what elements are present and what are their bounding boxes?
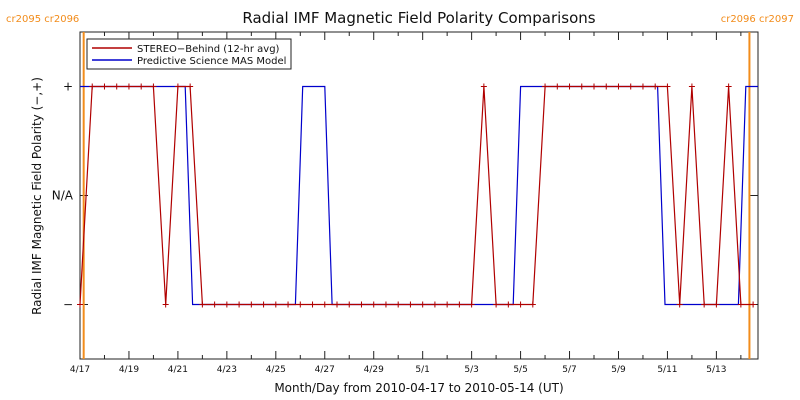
stereo-behind-point: [627, 83, 634, 90]
stereo-behind-point: [150, 83, 157, 90]
stereo-behind-point: [334, 301, 341, 308]
stereo-behind-point: [297, 301, 304, 308]
y-axis-ticks: + N/A −: [52, 80, 758, 312]
stereo-behind-point: [529, 301, 536, 308]
stereo-behind-point: [713, 301, 720, 308]
x-tick-label: 4/17: [70, 365, 90, 375]
plot-border: [79, 31, 759, 360]
stereo-behind-point: [395, 301, 402, 308]
x-tick-label: 4/29: [364, 365, 384, 375]
stereo-behind-point: [187, 83, 194, 90]
stereo-behind-point: [688, 83, 695, 90]
stereo-behind-point: [725, 83, 732, 90]
legend-label: Predictive Science MAS Model: [137, 56, 286, 67]
x-tick-label: 4/25: [266, 365, 286, 375]
stereo-behind-point: [542, 83, 549, 90]
stereo-behind-point: [309, 301, 316, 308]
stereo-behind-point: [652, 83, 659, 90]
stereo-behind-point: [382, 301, 389, 308]
stereo-behind-point: [199, 301, 206, 308]
stereo-behind-point: [248, 301, 255, 308]
x-tick-label: 4/19: [119, 365, 139, 375]
x-tick-label: 5/3: [464, 365, 478, 375]
stereo-behind-point: [272, 301, 279, 308]
stereo-behind-point: [358, 301, 365, 308]
carrington-label: cr2096 cr2097: [721, 14, 794, 25]
plot-frame: [79, 31, 759, 360]
stereo-behind-point: [591, 83, 598, 90]
stereo-behind-point: [603, 83, 610, 90]
stereo-behind-line: [79, 85, 754, 306]
stereo-behind-point: [456, 301, 463, 308]
y-tick-label: −: [63, 298, 73, 312]
legend-box: [86, 38, 292, 70]
stereo-behind-point: [701, 301, 708, 308]
stereo-behind-point: [162, 301, 169, 308]
stereo-behind-point: [444, 301, 451, 308]
stereo-behind-point: [211, 301, 218, 308]
stereo-behind-point: [578, 83, 585, 90]
x-tick-label: 4/27: [315, 365, 335, 375]
x-tick-label: 4/23: [217, 365, 237, 375]
x-tick-label: 4/21: [168, 365, 188, 375]
stereo-behind-point: [468, 301, 475, 308]
stereo-behind-point: [505, 301, 512, 308]
legend: STEREO−Behind (12-hr avg)Predictive Scie…: [86, 38, 292, 70]
x-tick-label: 5/1: [415, 365, 429, 375]
stereo-behind-point: [566, 83, 573, 90]
legend-label: STEREO−Behind (12-hr avg): [137, 44, 280, 55]
y-tick-label: +: [63, 80, 73, 94]
x-axis-label: Month/Day from 2010-04-17 to 2010-05-14 …: [274, 381, 563, 395]
stereo-behind-point: [236, 301, 243, 308]
stereo-behind-point: [676, 301, 683, 308]
chart-title: Radial IMF Magnetic Field Polarity Compa…: [242, 9, 595, 27]
series-layer: [77, 83, 758, 308]
x-axis-ticks: 4/17 4/19 4/21 4/23 4/25 4/27 4/29 5/1 5/3 5/5 5/7…: [70, 32, 742, 375]
stereo-behind-point: [554, 83, 561, 90]
stereo-behind-point: [517, 301, 524, 308]
stereo-behind-point: [321, 301, 328, 308]
stereo-behind-point: [113, 83, 120, 90]
stereo-behind-point: [125, 83, 132, 90]
stereo-behind-point: [285, 301, 292, 308]
stereo-behind-point: [431, 301, 438, 308]
stereo-behind-point: [260, 301, 267, 308]
carrington-label: cr2095 cr2096: [6, 14, 79, 25]
stereo-behind-point: [174, 83, 181, 90]
stereo-behind-point: [664, 83, 671, 90]
stereo-behind-point: [138, 83, 145, 90]
x-tick-label: 5/13: [706, 365, 726, 375]
stereo-behind-point: [370, 301, 377, 308]
stereo-behind-point: [615, 83, 622, 90]
y-axis-label: Radial IMF Magnetic Field Polarity (−,+): [30, 77, 44, 315]
stereo-behind-point: [750, 301, 757, 308]
stereo-behind-point: [223, 301, 230, 308]
stereo-behind-point: [89, 83, 96, 90]
y-tick-label: N/A: [52, 189, 74, 203]
stereo-behind-point: [77, 301, 83, 308]
stereo-behind-point: [480, 83, 487, 90]
stereo-behind-point: [737, 301, 744, 308]
stereo-behind-point: [407, 301, 414, 308]
x-tick-label: 5/9: [611, 365, 626, 375]
stereo-behind-point: [419, 301, 426, 308]
mas-model-line: [80, 85, 758, 306]
x-tick-label: 5/5: [513, 365, 527, 375]
stereo-behind-point: [346, 301, 353, 308]
x-tick-label: 5/11: [657, 365, 677, 375]
stereo-behind-point: [493, 301, 500, 308]
stereo-behind-point: [101, 83, 108, 90]
stereo-behind-point: [639, 83, 646, 90]
x-tick-label: 5/7: [562, 365, 576, 375]
